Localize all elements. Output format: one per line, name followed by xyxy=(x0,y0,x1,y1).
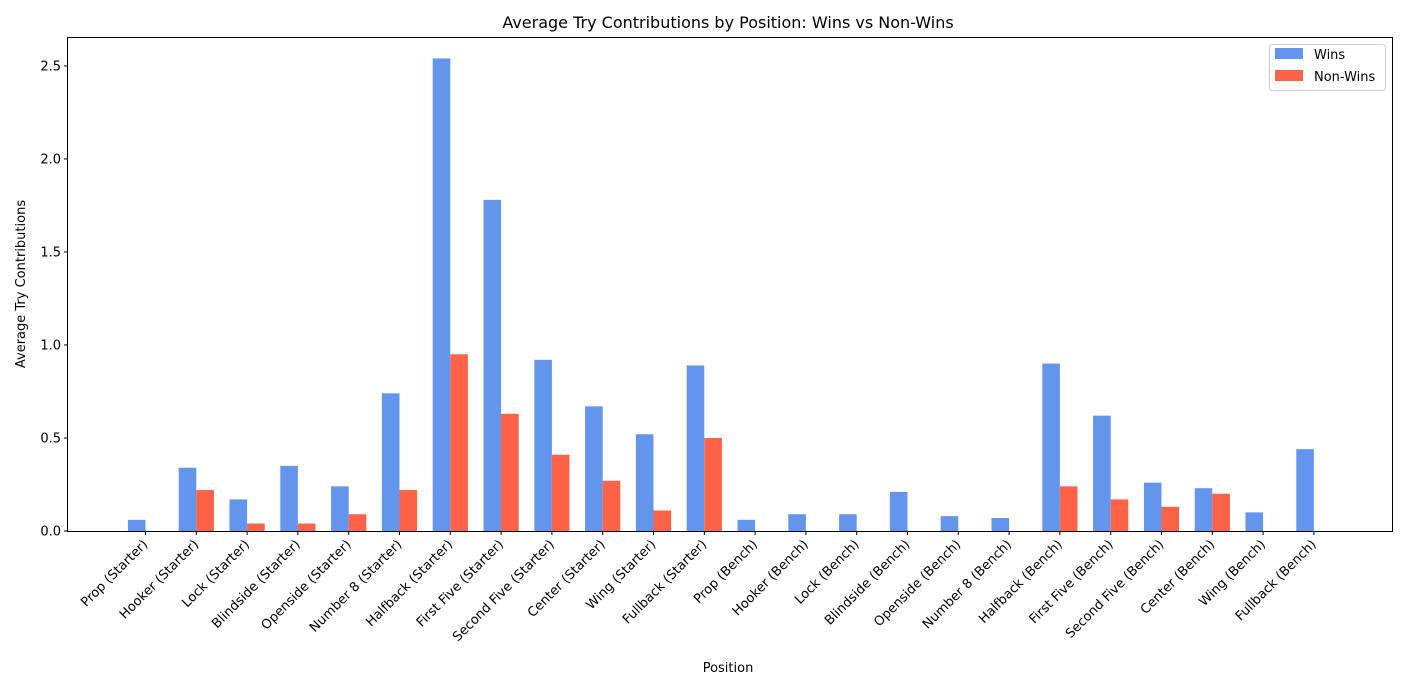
x-tick-label-7: First Five (Starter) xyxy=(414,537,507,630)
bar-non-wins-21 xyxy=(1212,493,1230,531)
bar-non-wins-4 xyxy=(348,514,367,531)
x-tick-label-17: Number 8 (Bench) xyxy=(920,537,1015,632)
x-tick-label-6: Halfback (Starter) xyxy=(363,537,456,630)
y-axis-label: Average Try Contributions xyxy=(14,200,29,368)
bar-non-wins-19 xyxy=(1110,499,1129,531)
bar-wins-8 xyxy=(534,359,552,531)
y-tick-label-5: 2.5 xyxy=(40,59,61,74)
bar-wins-22 xyxy=(1245,512,1264,531)
bar-non-wins-7 xyxy=(501,413,519,531)
bar-wins-9 xyxy=(585,406,603,531)
chart-title: Average Try Contributions by Position: W… xyxy=(502,13,953,32)
bar-non-wins-9 xyxy=(602,480,621,531)
y-tick-label-2: 1.0 xyxy=(40,338,61,353)
plot-frame xyxy=(67,37,1393,532)
bar-wins-14 xyxy=(839,514,857,531)
bar-wins-18 xyxy=(1042,363,1060,531)
bar-wins-3 xyxy=(280,465,298,531)
x-axis-label: Position xyxy=(703,661,754,676)
bar-non-wins-8 xyxy=(551,454,570,531)
bar-non-wins-18 xyxy=(1059,486,1078,531)
bar-wins-2 xyxy=(229,499,248,531)
bar-wins-12 xyxy=(737,519,756,531)
legend: Wins Non-Wins xyxy=(1269,44,1386,91)
bar-wins-7 xyxy=(483,199,502,531)
bar-wins-6 xyxy=(432,58,451,532)
bar-non-wins-3 xyxy=(297,523,316,531)
x-tick-label-15: Blindside (Bench) xyxy=(822,537,913,628)
bar-non-wins-20 xyxy=(1161,506,1180,531)
bar-wins-19 xyxy=(1093,415,1111,531)
bar-wins-17 xyxy=(991,517,1010,531)
bar-non-wins-6 xyxy=(450,354,468,531)
bar-wins-10 xyxy=(635,434,654,531)
x-tick-label-11: Fullback (Starter) xyxy=(620,537,710,627)
x-tick-label-5: Number 8 (Starter) xyxy=(307,537,405,635)
bar-wins-20 xyxy=(1143,482,1162,531)
x-tick-label-3: Blindside (Starter) xyxy=(209,537,304,632)
y-tick-label-0: 0.0 xyxy=(40,525,61,540)
x-tick-label-4: Openside (Starter) xyxy=(259,537,355,633)
bar-wins-5 xyxy=(381,393,400,531)
bar-wins-15 xyxy=(889,491,908,531)
legend-label-wins: Wins xyxy=(1314,48,1345,63)
bar-non-wins-10 xyxy=(653,510,672,531)
bar-wins-23 xyxy=(1296,449,1314,531)
bar-wins-4 xyxy=(331,486,349,531)
y-axis: 0.0 0.5 1.0 1.5 2.0 2.5 xyxy=(40,59,68,540)
y-tick-label-1: 0.5 xyxy=(40,431,61,446)
legend-swatch-non-wins xyxy=(1275,70,1303,81)
bar-non-wins-1 xyxy=(196,490,214,531)
x-tick-label-8: Second Five (Starter) xyxy=(450,537,558,645)
bar-non-wins-2 xyxy=(247,523,265,531)
legend-label-non-wins: Non-Wins xyxy=(1314,70,1376,85)
legend-swatch-wins xyxy=(1275,48,1303,59)
bar-non-wins-11 xyxy=(704,437,722,531)
bar-wins-11 xyxy=(686,365,705,531)
bar-wins-1 xyxy=(178,467,197,531)
y-tick-label-3: 1.5 xyxy=(40,245,61,260)
bar-wins-0 xyxy=(127,519,146,531)
x-tick-label-20: Second Five (Bench) xyxy=(1063,537,1167,641)
bars-group xyxy=(127,58,1314,532)
bar-non-wins-5 xyxy=(399,490,418,531)
bar-wins-21 xyxy=(1194,488,1213,531)
x-axis: Prop (Starter)Hooker (Starter)Lock (Star… xyxy=(78,531,1320,645)
x-tick-label-19: First Five (Bench) xyxy=(1027,537,1117,627)
x-tick-label-16: Openside (Bench) xyxy=(871,537,964,630)
bar-wins-16 xyxy=(940,516,959,531)
bar-wins-13 xyxy=(788,514,806,531)
y-tick-label-4: 2.0 xyxy=(40,152,61,167)
